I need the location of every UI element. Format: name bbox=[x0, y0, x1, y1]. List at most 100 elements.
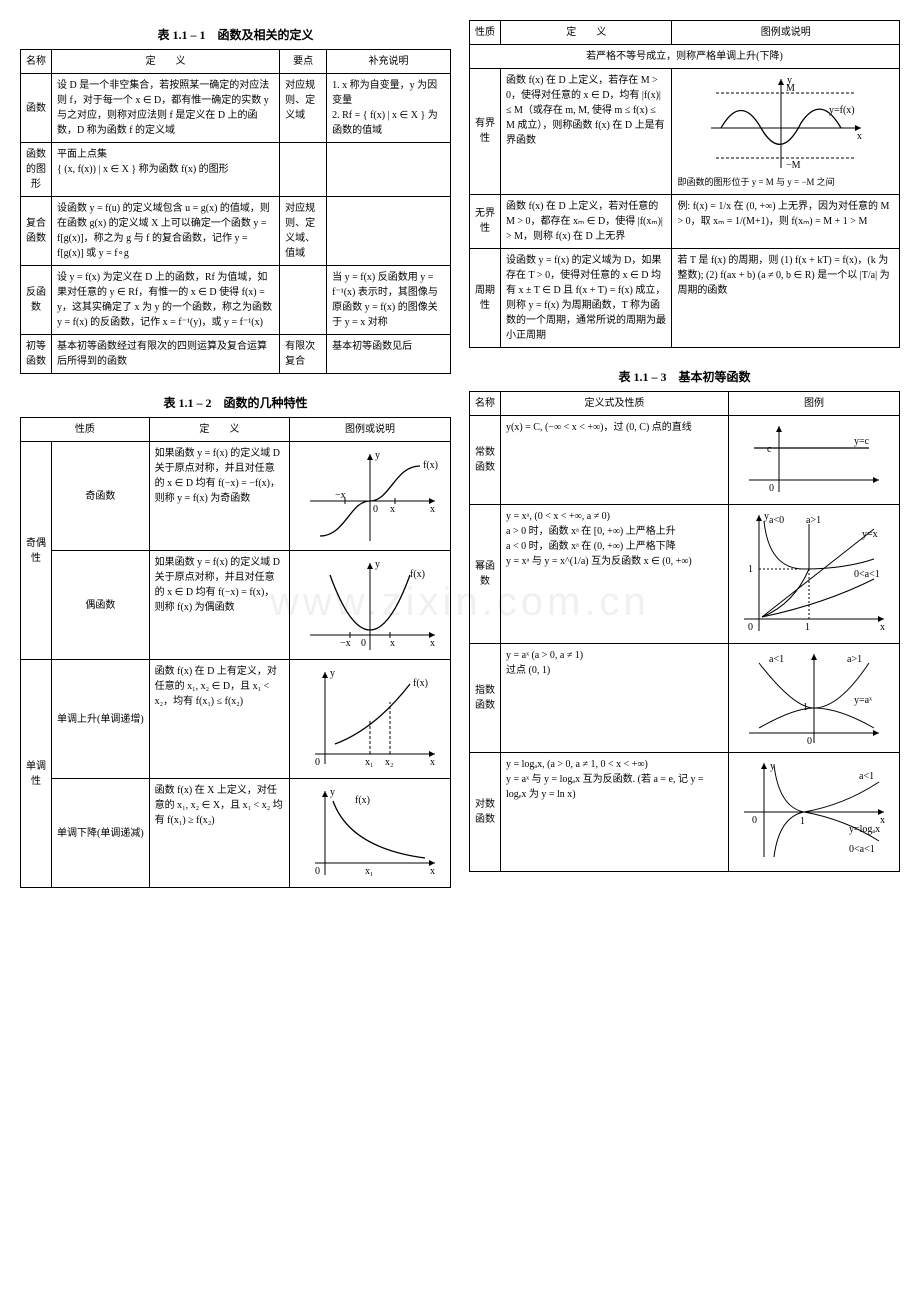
t3-r0-def: y(x) = C, (−∞ < x < +∞)，过 (0, C) 点的直线 bbox=[501, 415, 729, 504]
svg-text:f(x): f(x) bbox=[423, 460, 438, 471]
t2-g1r0-sub: 单调上升(单调递增) bbox=[52, 660, 150, 779]
svg-text:y=f(x): y=f(x) bbox=[829, 105, 855, 116]
svg-text:0: 0 bbox=[807, 736, 812, 747]
table3-title: 表 1.1 – 3 基本初等函数 bbox=[469, 368, 900, 385]
left-column: 表 1.1 – 1 函数及相关的定义 名称 定 义 要点 补充说明 函数 设 D… bbox=[20, 20, 451, 888]
svg-text:−M: −M bbox=[786, 160, 801, 171]
svg-text:y: y bbox=[375, 559, 380, 570]
t2c-r2-g: 周期性 bbox=[470, 248, 501, 347]
t2-g0r0-sub: 奇函数 bbox=[52, 442, 150, 551]
table-row: 反函数 设 y = f(x) 为定义在 D 上的函数，Rf 为值域，如果对任意的… bbox=[21, 266, 451, 335]
fig-power: a<0 a>1 y=x 0<a<1 1 1 0 x y bbox=[729, 504, 900, 643]
svg-text:1: 1 bbox=[805, 622, 810, 633]
t2-g1r1-sub: 单调下降(单调递减) bbox=[52, 779, 150, 888]
svg-text:a<1: a<1 bbox=[859, 771, 874, 782]
t2c-r1-sup: 例: f(x) = 1/x 在 (0, +∞) 上无界，因为对任意的 M > 0… bbox=[672, 194, 900, 248]
t2c-h3: 图例或说明 bbox=[672, 21, 900, 45]
svg-text:f(x): f(x) bbox=[355, 795, 370, 806]
t1-r2-pts: 对应规则、定义域、值域 bbox=[280, 197, 327, 266]
t2c-r1-def: 函数 f(x) 在 D 上定义，若对任意的 M > 0，都存在 xₘ ∈ D，使… bbox=[501, 194, 672, 248]
t2c-h2: 定 义 bbox=[501, 21, 672, 45]
table-row: 初等函数 基本初等函数经过有限次的四则运算及复合运算后所得到的函数 有限次复合 … bbox=[21, 335, 451, 374]
fig-dec: f(x) y x 0 x₁ bbox=[290, 779, 451, 888]
t3-r3-def: y = logₐx, (a > 0, a ≠ 1, 0 < x < +∞) y … bbox=[501, 752, 729, 871]
svg-text:0: 0 bbox=[361, 638, 366, 649]
t2c-h1: 性质 bbox=[470, 21, 501, 45]
t2-h2: 定 义 bbox=[149, 418, 289, 442]
svg-text:0: 0 bbox=[769, 483, 774, 494]
svg-text:0<a<1: 0<a<1 bbox=[849, 844, 875, 855]
t1-h3: 要点 bbox=[280, 50, 327, 74]
t3-r0-name: 常数函数 bbox=[470, 415, 501, 504]
t2-g0: 奇偶性 bbox=[21, 442, 52, 660]
svg-text:x₁: x₁ bbox=[365, 866, 374, 877]
t2-g1r1-def: 函数 f(x) 在 X 上定义，对任意的 x₁, x₂ ∈ X，且 x₁ < x… bbox=[149, 779, 289, 888]
t1-r3-pts bbox=[280, 266, 327, 335]
table1-title: 表 1.1 – 1 函数及相关的定义 bbox=[20, 26, 451, 43]
svg-text:x: x bbox=[880, 815, 885, 826]
t2-g0r0-def: 如果函数 y = f(x) 的定义域 D 关于原点对称，并且对任意的 x ∈ D… bbox=[149, 442, 289, 551]
svg-text:1: 1 bbox=[748, 564, 753, 575]
table-row: 对数函数 y = logₐx, (a > 0, a ≠ 1, 0 < x < +… bbox=[470, 752, 900, 871]
svg-text:y: y bbox=[770, 761, 775, 772]
t2c-r0-g: 有界性 bbox=[470, 69, 501, 195]
t1-r4-name: 初等函数 bbox=[21, 335, 52, 374]
table2c-header-row: 性质 定 义 图例或说明 bbox=[470, 21, 900, 45]
svg-text:0: 0 bbox=[748, 622, 753, 633]
strict-note: 若严格不等号成立，则称严格单调上升(下降) bbox=[470, 45, 900, 69]
t3-h1: 名称 bbox=[470, 391, 501, 415]
svg-text:a>1: a>1 bbox=[847, 654, 862, 665]
t1-r2-def: 设函数 y = f(u) 的定义域包含 u = g(x) 的值域，则在函数 g(… bbox=[52, 197, 280, 266]
t1-h4: 补充说明 bbox=[327, 50, 451, 74]
table3-header-row: 名称 定义式及性质 图例 bbox=[470, 391, 900, 415]
svg-text:y: y bbox=[764, 511, 769, 522]
t1-r1-sup bbox=[327, 143, 451, 197]
t1-r1-pts bbox=[280, 143, 327, 197]
svg-text:0<a<1: 0<a<1 bbox=[854, 569, 880, 580]
t1-r4-pts: 有限次复合 bbox=[280, 335, 327, 374]
svg-text:−x: −x bbox=[335, 490, 346, 501]
svg-text:y: y bbox=[787, 75, 792, 86]
svg-text:x: x bbox=[430, 638, 435, 649]
svg-text:x: x bbox=[430, 866, 435, 877]
table-row: 有界性 函数 f(x) 在 D 上定义，若存在 M > 0，使得对任意的 x ∈… bbox=[470, 69, 900, 195]
t2c-r2-def: 设函数 y = f(x) 的定义域为 D，如果存在 T > 0，使得对任意的 x… bbox=[501, 248, 672, 347]
svg-text:x: x bbox=[857, 131, 862, 142]
table-row: 幂函数 y = xᵃ, (0 < x < +∞, a ≠ 0) a > 0 时，… bbox=[470, 504, 900, 643]
fig-odd: f(x) y x −x x 0 bbox=[290, 442, 451, 551]
svg-text:y: y bbox=[330, 787, 335, 798]
table1-header-row: 名称 定 义 要点 补充说明 bbox=[21, 50, 451, 74]
t3-h3: 图例 bbox=[729, 391, 900, 415]
svg-text:x: x bbox=[390, 638, 395, 649]
svg-text:0: 0 bbox=[315, 866, 320, 877]
svg-text:0: 0 bbox=[752, 815, 757, 826]
t1-r3-sup: 当 y = f(x) 反函数用 y = f⁻¹(x) 表示时，其图像与原函数 y… bbox=[327, 266, 451, 335]
fig-const: c y=c 0 bbox=[729, 415, 900, 504]
svg-text:y=x: y=x bbox=[862, 529, 878, 540]
right-column: 性质 定 义 图例或说明 若严格不等号成立，则称严格单调上升(下降) 有界性 函… bbox=[469, 20, 900, 888]
t1-r0-pts: 对应规则、定义域 bbox=[280, 74, 327, 143]
table-row: 函数 设 D 是一个非空集合，若按照某一确定的对应法则 f，对于每一个 x ∈ … bbox=[21, 74, 451, 143]
t2c-r0-def: 函数 f(x) 在 D 上定义，若存在 M > 0，使得对任意的 x ∈ D，均… bbox=[501, 69, 672, 195]
svg-text:x: x bbox=[880, 622, 885, 633]
t3-r1-name: 幂函数 bbox=[470, 504, 501, 643]
t2c-r1-g: 无界性 bbox=[470, 194, 501, 248]
svg-text:a>1: a>1 bbox=[806, 515, 821, 526]
svg-text:a<0: a<0 bbox=[769, 515, 784, 526]
svg-text:0: 0 bbox=[373, 504, 378, 515]
svg-text:y=logₐx: y=logₐx bbox=[849, 824, 880, 835]
table1: 名称 定 义 要点 补充说明 函数 设 D 是一个非空集合，若按照某一确定的对应… bbox=[20, 49, 451, 374]
t2c-r2-sup: 若 T 是 f(x) 的周期，则 (1) f(x + kT) = f(x)，(k… bbox=[672, 248, 900, 347]
table-row: 单调性 单调上升(单调递增) 函数 f(x) 在 D 上有定义，对任意的 x₁,… bbox=[21, 660, 451, 779]
svg-text:1: 1 bbox=[803, 702, 808, 713]
t1-r1-name: 函数的图形 bbox=[21, 143, 52, 197]
t3-r3-name: 对数函数 bbox=[470, 752, 501, 871]
page-container: 表 1.1 – 1 函数及相关的定义 名称 定 义 要点 补充说明 函数 设 D… bbox=[20, 20, 900, 888]
svg-text:y=aˣ: y=aˣ bbox=[854, 695, 872, 706]
svg-text:c: c bbox=[767, 444, 772, 455]
svg-text:1: 1 bbox=[800, 816, 805, 827]
fig-even: f(x) y x −x x 0 bbox=[290, 551, 451, 660]
t2-g0r1-sub: 偶函数 bbox=[52, 551, 150, 660]
fig-bounded: M −M y=f(x) y x 即函数的图形位于 y = M 与 y = −M … bbox=[672, 69, 900, 195]
t2-h3: 图例或说明 bbox=[290, 418, 451, 442]
